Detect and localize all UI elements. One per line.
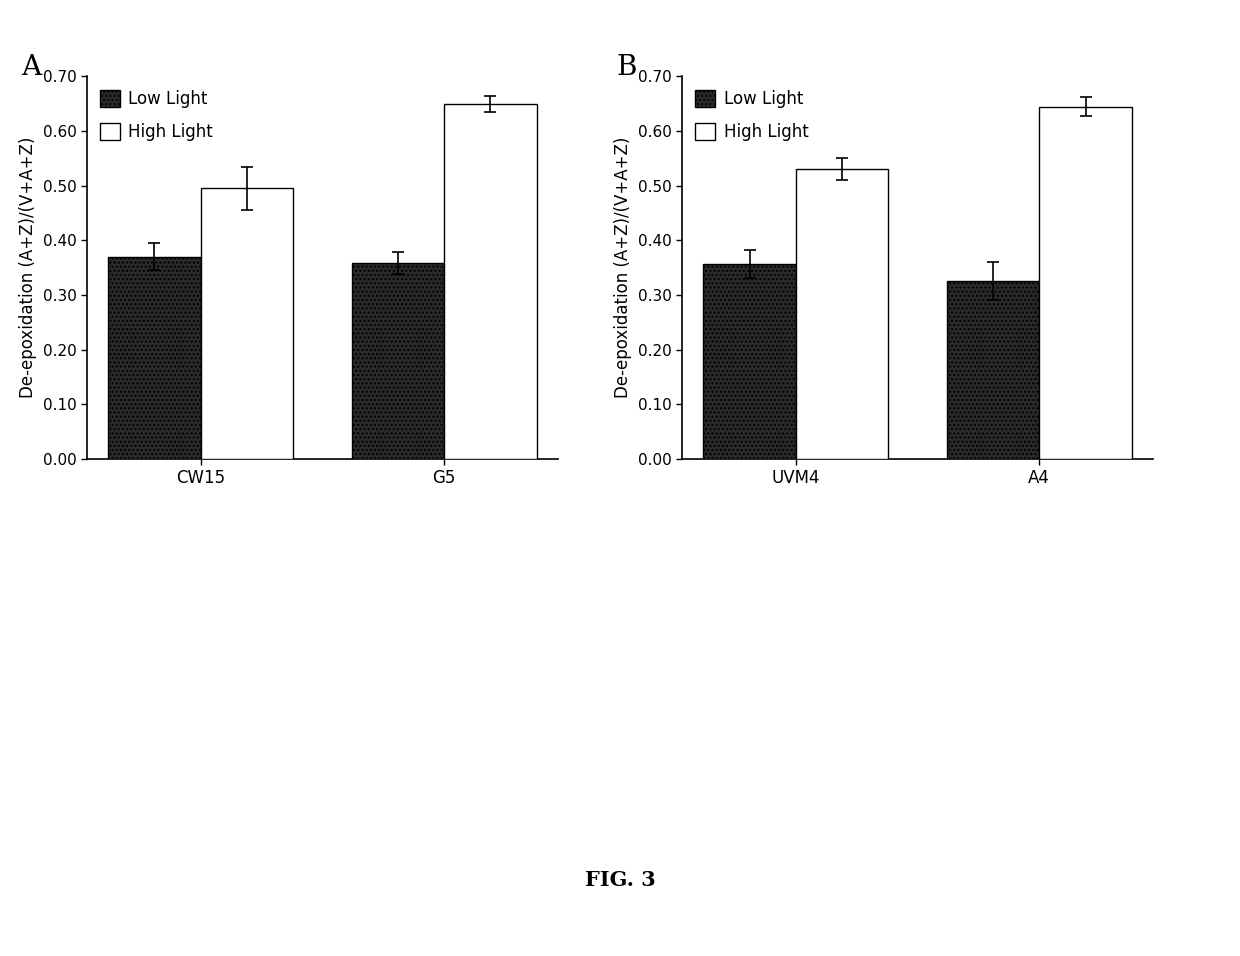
Bar [796, 169, 888, 459]
Legend: Low Light, High Light: Low Light, High Light [691, 85, 813, 146]
Bar [1039, 106, 1132, 459]
Bar [444, 104, 537, 459]
Legend: Low Light, High Light: Low Light, High Light [95, 85, 218, 146]
Bar [352, 263, 444, 459]
Y-axis label: De-epoxidation (A+Z)/(V+A+Z): De-epoxidation (A+Z)/(V+A+Z) [19, 137, 37, 399]
Bar [703, 264, 796, 459]
Bar [947, 281, 1039, 459]
Text: B: B [616, 54, 636, 80]
Text: A: A [21, 54, 41, 80]
Bar [108, 257, 201, 459]
Bar [201, 188, 293, 459]
Text: FIG. 3: FIG. 3 [584, 870, 656, 889]
Y-axis label: De-epoxidation (A+Z)/(V+A+Z): De-epoxidation (A+Z)/(V+A+Z) [614, 137, 632, 399]
